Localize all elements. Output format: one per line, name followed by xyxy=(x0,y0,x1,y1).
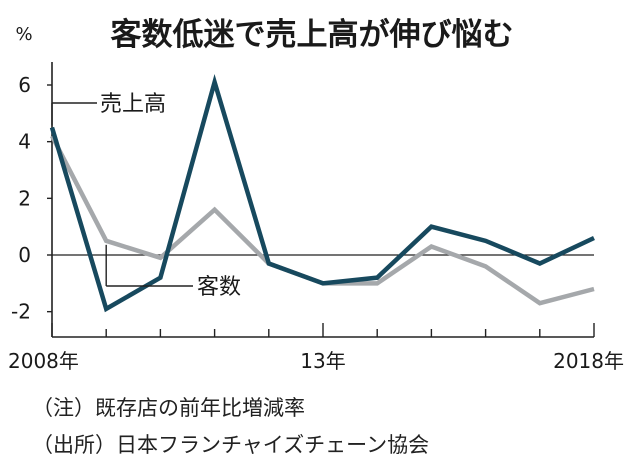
y-tick-label: 2 xyxy=(18,186,31,210)
y-tick-label: 6 xyxy=(18,73,31,97)
y-tick-label: 4 xyxy=(18,130,31,154)
y-tick-label: -2 xyxy=(11,300,31,324)
x-tick-label: 2018年 xyxy=(553,349,624,373)
sales-series-label: 売上高 xyxy=(100,92,166,117)
customers-series-label: 客数 xyxy=(197,275,241,300)
x-tick-label: 2008年 xyxy=(8,349,79,373)
chart-source: （出所）日本フランチャイズチェーン協会 xyxy=(32,433,430,457)
y-tick-label: 0 xyxy=(18,243,31,267)
chart-axes: 6 4 2 0 -2 2008年 13年 2018年 xyxy=(8,62,624,373)
chart-title: 客数低迷で売上高が伸び悩む xyxy=(111,17,514,53)
y-axis-unit-label: % xyxy=(15,24,32,45)
line-chart: 客数低迷で売上高が伸び悩む % 6 4 2 0 -2 2008年 13年 2018年 売上高客… xyxy=(8,17,624,373)
x-tick-label: 13年 xyxy=(300,349,345,373)
chart-note: （注）既存店の前年比増減率 xyxy=(32,396,305,420)
series-layer xyxy=(49,74,595,313)
series-line-customers xyxy=(50,134,595,306)
series-line-sales xyxy=(49,74,595,313)
